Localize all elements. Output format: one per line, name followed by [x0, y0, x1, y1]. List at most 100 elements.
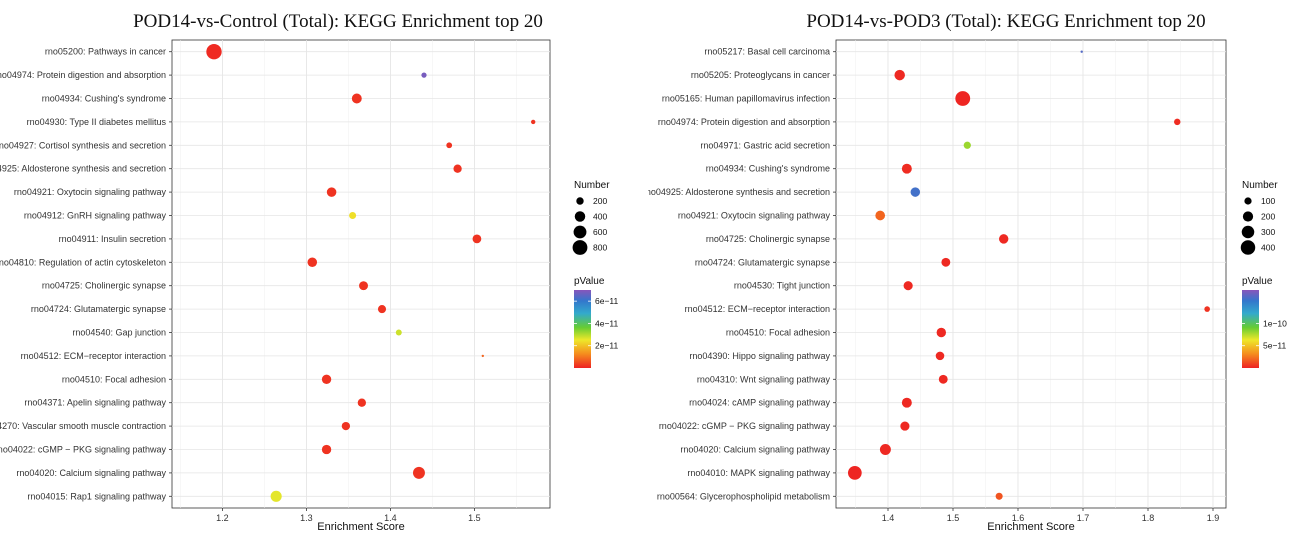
data-point	[270, 490, 282, 502]
size-legend-label: 800	[593, 243, 607, 253]
y-category-label: rno04925: Aldosterone synthesis and secr…	[0, 164, 166, 174]
x-axis-label: Enrichment Score	[987, 521, 1074, 533]
data-point	[359, 281, 368, 291]
data-point	[901, 397, 912, 408]
y-category-label: rno04015: Rap1 signaling pathway	[27, 491, 166, 501]
data-point	[955, 91, 971, 106]
y-category-label: rno04022: cGMP − PKG signaling pathway	[659, 421, 831, 431]
size-legend-key	[1242, 211, 1254, 222]
data-point	[935, 351, 945, 361]
y-category-label: rno04510: Focal adhesion	[62, 374, 166, 384]
color-legend-bar	[574, 290, 591, 368]
y-category-label: rno04020: Calcium signaling pathway	[16, 468, 166, 478]
y-category-label: rno04921: Oxytocin signaling pathway	[678, 211, 831, 221]
y-category-label: rno04024: cAMP signaling pathway	[689, 398, 830, 408]
y-category-label: rno04371: Apelin signaling pathway	[24, 398, 166, 408]
data-point	[341, 421, 351, 431]
color-legend-label: 5e−11	[1263, 341, 1287, 351]
x-tick-label: 1.7	[1077, 513, 1090, 523]
data-point	[481, 354, 484, 358]
data-point	[377, 305, 387, 314]
y-category-label: rno04974: Protein digestion and absorpti…	[0, 70, 166, 80]
right-chart-panel: POD14-vs-POD3 (Total): KEGG Enrichment t…	[648, 0, 1295, 533]
y-category-label: rno04512: ECM−receptor interaction	[21, 351, 166, 361]
y-category-label: rno04927: Cortisol synthesis and secreti…	[0, 140, 166, 150]
y-category-label: rno04934: Cushing's syndrome	[42, 94, 166, 104]
size-legend-label: 400	[1261, 243, 1275, 253]
data-point	[307, 257, 318, 268]
y-category-label: rno05205: Proteoglycans in cancer	[691, 70, 830, 80]
data-point	[357, 398, 366, 407]
data-point	[894, 69, 905, 81]
data-point	[901, 163, 912, 174]
color-legend-title: pValue	[1242, 276, 1273, 287]
data-point	[1174, 118, 1181, 126]
y-category-label: rno04930: Type II diabetes mellitus	[27, 117, 167, 127]
x-tick-label: 1.9	[1207, 513, 1220, 523]
size-legend-label: 600	[593, 227, 607, 237]
data-point	[321, 374, 332, 384]
data-point	[1204, 306, 1210, 312]
data-point	[395, 329, 402, 336]
y-category-label: rno04911: Insulin secretion	[59, 234, 166, 244]
size-legend-key	[573, 225, 587, 239]
y-category-label: rno04510: Focal adhesion	[726, 328, 830, 338]
y-category-label: rno04921: Oxytocin signaling pathway	[14, 187, 167, 197]
y-category-label: rno04934: Cushing's syndrome	[706, 164, 830, 174]
data-point	[847, 466, 862, 480]
data-point	[936, 327, 947, 338]
x-tick-label: 1.5	[468, 513, 481, 523]
left-chart-panel: POD14-vs-Control (Total): KEGG Enrichmen…	[0, 0, 647, 533]
x-tick-label: 1.6	[1012, 513, 1025, 523]
data-point	[421, 72, 427, 78]
size-legend-label: 400	[593, 212, 607, 222]
right-kegg-bubble-chart: POD14-vs-POD3 (Total): KEGG Enrichment t…	[648, 11, 1287, 533]
y-category-label: rno04725: Cholinergic synapse	[42, 281, 166, 291]
data-point	[206, 44, 222, 60]
chart-title: POD14-vs-POD3 (Total): KEGG Enrichment t…	[806, 11, 1205, 32]
size-legend-label: 200	[1261, 212, 1275, 222]
data-point	[910, 187, 921, 197]
y-category-label: rno04971: Gastric acid secretion	[700, 140, 830, 150]
data-point	[900, 421, 910, 431]
x-tick-label: 1.4	[882, 513, 895, 523]
y-category-label: rno04530: Tight junction	[734, 281, 830, 291]
data-point	[412, 466, 425, 479]
data-point	[879, 444, 891, 455]
size-legend-label: 200	[593, 196, 607, 206]
data-point	[446, 142, 453, 149]
y-category-label: rno04010: MAPK signaling pathway	[687, 468, 830, 478]
data-point	[531, 119, 536, 125]
size-legend-key	[576, 197, 584, 205]
size-legend-label: 100	[1261, 196, 1275, 206]
color-legend-label: 6e−11	[595, 296, 619, 306]
y-category-label: rno00564: Glycerophospholipid metabolism	[657, 491, 830, 501]
y-category-label: rno04310: Wnt signaling pathway	[697, 374, 831, 384]
y-category-label: rno04270: Vascular smooth muscle contrac…	[0, 421, 166, 431]
size-legend-title: Number	[1242, 180, 1278, 191]
plot-area	[171, 39, 551, 509]
data-point	[941, 257, 951, 267]
y-category-label: rno05165: Human papillomavirus infection	[662, 94, 830, 104]
x-tick-label: 1.3	[300, 513, 313, 523]
x-tick-label: 1.4	[384, 513, 397, 523]
data-point	[472, 234, 482, 244]
y-category-label: rno04022: cGMP − PKG signaling pathway	[0, 445, 166, 455]
y-category-label: rno04974: Protein digestion and absorpti…	[658, 117, 830, 127]
left-kegg-bubble-chart: POD14-vs-Control (Total): KEGG Enrichmen…	[0, 11, 619, 533]
data-point	[963, 141, 971, 149]
y-category-label: rno04912: GnRH signaling pathway	[24, 211, 167, 221]
data-point	[453, 164, 462, 173]
x-tick-label: 1.8	[1142, 513, 1155, 523]
data-point	[995, 492, 1003, 500]
size-legend-key	[574, 211, 586, 222]
color-legend-title: pValue	[574, 276, 605, 287]
size-legend-key	[1244, 197, 1252, 205]
y-category-label: rno04512: ECM−receptor interaction	[685, 304, 830, 314]
data-point	[875, 210, 886, 221]
data-point	[351, 93, 362, 104]
y-category-label: rno04724: Glutamatergic synapse	[31, 304, 166, 314]
plot-area	[835, 39, 1227, 509]
y-category-label: rno04810: Regulation of actin cytoskelet…	[0, 257, 166, 267]
y-category-label: rno05200: Pathways in cancer	[45, 47, 166, 57]
